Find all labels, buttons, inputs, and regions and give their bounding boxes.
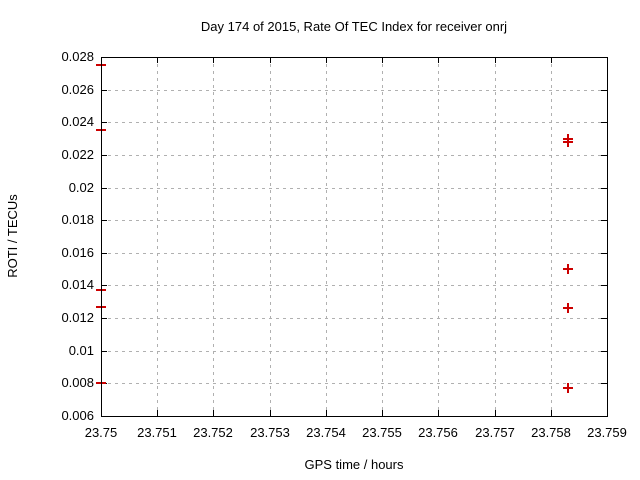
x-tick-label: 23.754 (306, 425, 346, 440)
x-tick-label: 23.758 (531, 425, 571, 440)
grid-lines (101, 57, 607, 416)
y-tick-label: 0.018 (61, 212, 94, 227)
y-tick-label: 0.008 (61, 375, 94, 390)
x-tick-label: 23.751 (137, 425, 177, 440)
x-axis-title: GPS time / hours (304, 457, 404, 472)
y-tick-label: 0.014 (61, 277, 94, 292)
x-tick-label: 23.753 (250, 425, 290, 440)
plot-border (101, 57, 608, 417)
chart-title: Day 174 of 2015, Rate Of TEC Index for r… (200, 19, 508, 34)
y-tick-label: 0.006 (61, 408, 94, 423)
data-points-series-1 (563, 134, 573, 393)
x-tick-labels: 23.75 23.751 23.752 23.753 23.754 23.755 23.75… (85, 425, 627, 440)
x-tick-label: 23.75 (85, 425, 118, 440)
y-tick-label: 0.016 (61, 245, 94, 260)
axis-ticks (101, 57, 608, 417)
x-tick-label: 23.757 (475, 425, 515, 440)
y-tick-label: 0.01 (69, 343, 94, 358)
y-tick-label: 0.02 (69, 180, 94, 195)
x-tick-label: 23.755 (362, 425, 402, 440)
x-tick-label: 23.759 (587, 425, 627, 440)
y-axis-title: ROTI / TECUs (5, 194, 20, 278)
y-tick-label: 0.024 (61, 114, 94, 129)
y-tick-labels: 0.006 0.008 0.01 0.012 0.014 0.016 0.018 0.02 0.… (61, 49, 94, 423)
x-tick-label: 23.752 (193, 425, 233, 440)
x-tick-label: 23.756 (418, 425, 458, 440)
plot-border-rect (101, 57, 608, 417)
y-tick-label: 0.012 (61, 310, 94, 325)
y-tick-label: 0.026 (61, 82, 94, 97)
y-tick-label: 0.022 (61, 147, 94, 162)
y-tick-label: 0.028 (61, 49, 94, 64)
